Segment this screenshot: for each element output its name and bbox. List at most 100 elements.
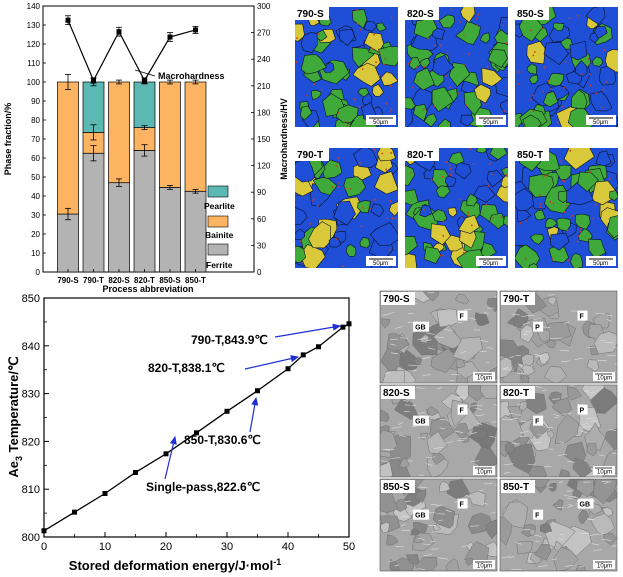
sem-lath	[418, 486, 428, 489]
ebsd-boundary-dot	[317, 33, 320, 36]
sem-lath	[524, 330, 533, 333]
ebsd-boundary-dot	[539, 206, 542, 209]
ebsd-boundary-dot	[550, 87, 553, 90]
ebsd-boundary-dot	[313, 83, 316, 86]
y2-tick-label: 60	[257, 215, 266, 224]
ebsd-boundary-dot	[465, 104, 468, 107]
ebsd-grain	[589, 91, 613, 112]
ebsd-boundary-dot	[361, 68, 364, 70]
ebsd-grain	[454, 161, 472, 180]
sem-grain	[439, 480, 451, 493]
y2-tick-label: 270	[257, 29, 271, 38]
sem-grain	[593, 331, 617, 355]
ebsd-boundary-dot	[569, 149, 572, 152]
phase-fraction-chart: 0 10 20 30 40 50 60 70 80 90 100 110 120 130 140 0 30 60…	[3, 2, 289, 294]
sem-lath	[483, 502, 489, 505]
sem-lath	[474, 407, 482, 410]
ebsd-boundary-dot	[391, 217, 394, 220]
sem-scalebar-box	[473, 372, 495, 381]
sem-scalebar-box	[593, 466, 615, 475]
y-tick-label: 90	[31, 97, 40, 106]
y-tick-label-2: 820	[22, 436, 40, 448]
ebsd-grain	[595, 150, 612, 167]
ebsd-grains	[405, 7, 508, 127]
sem-grain	[604, 428, 617, 451]
annotation-850-T: 850-T,830.6℃	[184, 433, 261, 447]
bar-ferrite-790-S	[57, 213, 79, 273]
sem-lath	[392, 426, 402, 429]
y-tick-label: 120	[27, 40, 41, 49]
ebsd-grain	[447, 207, 458, 218]
sem-lath	[566, 460, 575, 463]
sem-label: 850-T	[503, 482, 529, 493]
sem-grain	[520, 324, 534, 343]
sem-lath	[454, 430, 464, 433]
ebsd-boundary-dot	[422, 108, 425, 111]
sem-grain	[592, 313, 610, 329]
ebsd-grain	[312, 177, 338, 196]
ebsd-boundary-dot	[551, 257, 554, 260]
ebsd-grain	[473, 83, 491, 104]
sem-frame	[499, 384, 618, 478]
sem-lath	[468, 317, 476, 320]
sem-grain	[603, 532, 617, 547]
ebsd-boundary-dot	[502, 24, 505, 27]
ebsd-boundary-dot	[539, 203, 542, 205]
ebsd-grain	[594, 26, 608, 40]
sem-scale-label: 10μm	[597, 470, 612, 476]
x-tick-label-2: 10	[99, 541, 111, 553]
sem-lath	[616, 513, 617, 515]
x-tick-label-2: 20	[160, 541, 172, 553]
bar-pearlite-820-T	[133, 81, 156, 128]
ebsd-boundary-dot	[595, 203, 597, 206]
sem-grain	[380, 522, 390, 534]
ebsd-boundary-dot	[441, 175, 444, 178]
sem-label-box	[501, 480, 535, 493]
ebsd-boundary-dot	[472, 163, 475, 165]
y-tick-label: 20	[31, 230, 40, 239]
y-tick-label: 60	[31, 154, 40, 163]
ebsd-boundary-dot	[589, 84, 592, 87]
ebsd-label: 820-S	[407, 9, 434, 20]
sem-lath	[394, 326, 404, 329]
ebsd-grain	[352, 62, 381, 87]
ebsd-grain	[376, 148, 396, 162]
ebsd-boundary-dot	[410, 60, 412, 63]
y-tick-label-2: 830	[22, 389, 40, 401]
sem-lath	[460, 351, 466, 354]
ae3-point	[194, 430, 199, 436]
ae3-temperature-chart: 800 810 820 830 840 850 0 10 20 30 40 50 Stored de…	[6, 293, 355, 573]
sem-label-box	[381, 292, 415, 305]
ebsd-boundary-dot	[457, 92, 460, 95]
sem-grain	[553, 546, 579, 571]
ebsd-boundary-dot	[336, 185, 339, 188]
sem-lath	[421, 356, 430, 360]
ebsd-boundary-dot	[378, 74, 381, 77]
y-tick-label: 0	[36, 268, 41, 277]
ebsd-boundary-dot	[449, 167, 452, 170]
ebsd-grain	[405, 108, 414, 127]
ebsd-boundary-dot	[385, 168, 388, 171]
x-tick-label: 850-S	[159, 276, 181, 285]
ebsd-boundary-dot	[449, 164, 451, 167]
sem-grain	[380, 429, 398, 453]
ebsd-boundary-dot	[385, 102, 388, 105]
ebsd-panel-790-T: 790-T 50μm	[295, 148, 398, 268]
sem-lath	[538, 564, 548, 568]
ebsd-boundary-dot	[390, 108, 393, 110]
sem-label-box	[381, 386, 415, 399]
sem-grain	[520, 374, 530, 383]
ebsd-grain	[460, 114, 475, 127]
y-tick-label: 80	[31, 116, 40, 125]
sem-lath	[563, 494, 573, 498]
sem-lath	[421, 374, 431, 377]
sem-lath	[465, 494, 470, 498]
bar-bainite-850-T	[184, 81, 207, 192]
ebsd-boundary-dot	[407, 63, 410, 65]
sem-lath	[560, 360, 571, 363]
ebsd-boundary-dot	[335, 238, 338, 241]
ebsd-label-box	[405, 7, 439, 20]
x-tick-label-2: 0	[41, 541, 47, 553]
ebsd-grain	[363, 21, 378, 32]
y2-tick-label: 300	[257, 2, 271, 11]
